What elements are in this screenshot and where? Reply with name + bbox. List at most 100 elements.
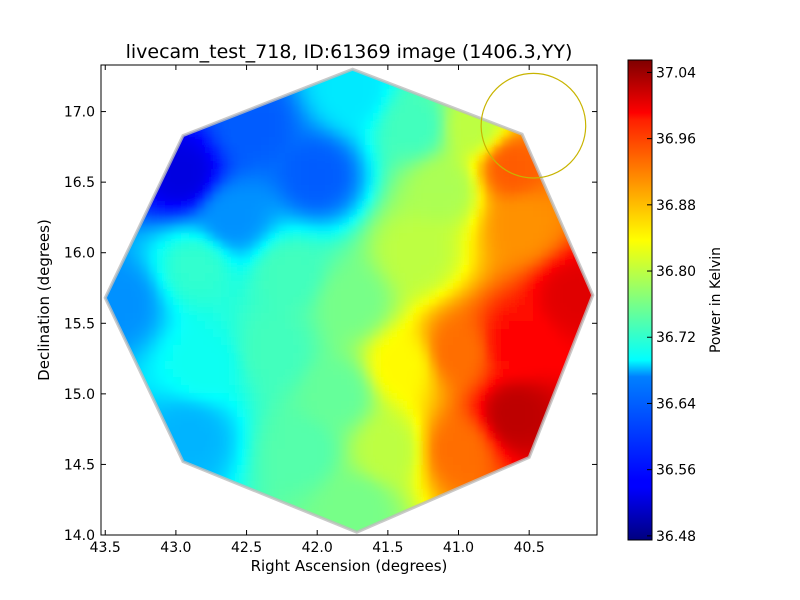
heatmap-cell: [245, 217, 254, 226]
heatmap-cell: [477, 161, 486, 170]
heatmap-cell: [517, 209, 526, 218]
heatmap-cell: [397, 233, 406, 242]
heatmap-cell: [285, 417, 294, 426]
heatmap-cell: [221, 233, 230, 242]
heatmap-cell: [397, 441, 406, 450]
heatmap-cell: [165, 209, 174, 218]
heatmap-cell: [429, 337, 438, 346]
heatmap-cell: [317, 105, 326, 114]
heatmap-cell: [445, 289, 454, 298]
heatmap-cell: [125, 337, 134, 346]
heatmap-cell: [357, 201, 366, 210]
heatmap-cell: [461, 321, 470, 330]
heatmap-cell: [285, 337, 294, 346]
heatmap-cell: [365, 105, 374, 114]
heatmap-cell: [421, 169, 430, 178]
heatmap-cell: [525, 345, 534, 354]
heatmap-cell: [221, 441, 230, 450]
heatmap-cell: [557, 361, 566, 370]
heatmap-cell: [277, 193, 286, 202]
heatmap-cell: [381, 505, 390, 514]
heatmap-cell: [293, 249, 302, 258]
heatmap-cell: [333, 513, 342, 522]
heatmap-cell: [181, 169, 190, 178]
heatmap-cell: [349, 121, 358, 130]
heatmap-cell: [333, 337, 342, 346]
heatmap-cell: [349, 185, 358, 194]
heatmap-cell: [405, 305, 414, 314]
heatmap-cell: [173, 433, 182, 442]
heatmap-cell: [181, 297, 190, 306]
heatmap-cell: [509, 169, 518, 178]
heatmap-cell: [573, 265, 582, 274]
heatmap-cell: [429, 305, 438, 314]
heatmap-cell: [317, 481, 326, 490]
heatmap-cell: [229, 425, 238, 434]
heatmap-cell: [445, 225, 454, 234]
heatmap-cell: [477, 225, 486, 234]
heatmap-cell: [293, 497, 302, 506]
heatmap-cell: [333, 457, 342, 466]
heatmap-cell: [341, 209, 350, 218]
heatmap-cell: [285, 321, 294, 330]
heatmap-cell: [509, 377, 518, 386]
heatmap-cell: [397, 497, 406, 506]
heatmap-cell: [445, 153, 454, 162]
heatmap-cell: [357, 465, 366, 474]
heatmap-cell: [405, 217, 414, 226]
heatmap-cell: [261, 489, 270, 498]
heatmap-cell: [309, 321, 318, 330]
heatmap-cell: [237, 185, 246, 194]
heatmap-cell: [429, 153, 438, 162]
heatmap-cell: [349, 505, 358, 514]
heatmap-cell: [477, 185, 486, 194]
heatmap-cell: [357, 233, 366, 242]
heatmap-cell: [461, 169, 470, 178]
y-tick-label: 16.0: [64, 246, 95, 262]
heatmap-cell: [341, 369, 350, 378]
heatmap-cell: [541, 217, 550, 226]
heatmap-cell: [437, 401, 446, 410]
heatmap-cell: [525, 257, 534, 266]
heatmap-cell: [413, 337, 422, 346]
heatmap-cell: [277, 249, 286, 258]
heatmap-cell: [341, 273, 350, 282]
heatmap-cell: [341, 73, 350, 82]
heatmap-cell: [341, 177, 350, 186]
heatmap-cell: [389, 489, 398, 498]
heatmap-cell: [181, 257, 190, 266]
heatmap-cell: [461, 177, 470, 186]
heatmap-cell: [293, 169, 302, 178]
heatmap-cell: [509, 401, 518, 410]
heatmap-cell: [397, 129, 406, 138]
heatmap-cell: [165, 361, 174, 370]
heatmap-cell: [477, 153, 486, 162]
heatmap-cell: [269, 145, 278, 154]
heatmap-cell: [277, 185, 286, 194]
heatmap-cell: [557, 329, 566, 338]
heatmap-cell: [485, 249, 494, 258]
heatmap-cell: [453, 273, 462, 282]
heatmap-cell: [485, 369, 494, 378]
heatmap-cell: [509, 409, 518, 418]
heatmap-cell: [373, 129, 382, 138]
heatmap-cell: [365, 449, 374, 458]
heatmap-cell: [493, 153, 502, 162]
heatmap-cell: [341, 465, 350, 474]
heatmap-cell: [517, 241, 526, 250]
heatmap-cell: [173, 241, 182, 250]
heatmap-cell: [261, 233, 270, 242]
heatmap-cell: [517, 169, 526, 178]
heatmap-cell: [173, 329, 182, 338]
heatmap-cell: [133, 345, 142, 354]
heatmap-cell: [261, 289, 270, 298]
heatmap-cell: [317, 153, 326, 162]
heatmap-cell: [213, 401, 222, 410]
heatmap-cell: [445, 377, 454, 386]
heatmap-cell: [333, 233, 342, 242]
heatmap-cell: [493, 409, 502, 418]
heatmap-cell: [357, 161, 366, 170]
heatmap-cell: [453, 297, 462, 306]
heatmap-cell: [189, 433, 198, 442]
heatmap-cell: [469, 153, 478, 162]
